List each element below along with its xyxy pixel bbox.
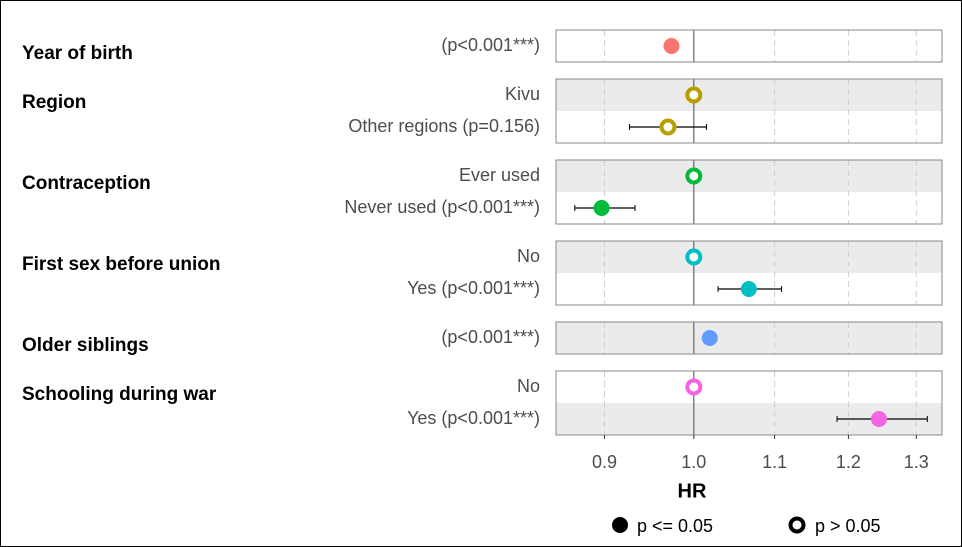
legend-marker-significant [612, 517, 628, 533]
group-label: Older siblings [22, 335, 149, 356]
row-label: (p<0.001***) [441, 35, 540, 55]
group-label: Contraception [22, 173, 151, 194]
row-label: No [517, 376, 540, 396]
point-significant [870, 411, 887, 427]
row-label: Yes (p<0.001***) [407, 278, 540, 298]
row-label: Kivu [505, 84, 540, 104]
group-label: Region [22, 92, 86, 113]
x-tick-label: 1.0 [681, 452, 706, 472]
point-significant [701, 330, 718, 346]
row-label: (p<0.001***) [441, 327, 540, 347]
point-significant [740, 281, 757, 297]
x-tick-label: 1.1 [762, 452, 787, 472]
x-tick-label: 1.3 [904, 452, 929, 472]
point-not-significant [659, 118, 677, 136]
panel-border [555, 240, 943, 306]
panel-border [555, 29, 943, 63]
x-tick-label: 1.2 [836, 452, 861, 472]
panel-border [555, 159, 943, 225]
row-shade [556, 322, 942, 354]
group-label: Year of birth [22, 43, 133, 64]
x-axis-label: HR [678, 480, 707, 502]
group-label: First sex before union [22, 254, 220, 275]
row-label: Yes (p<0.001***) [407, 408, 540, 428]
group-label: Schooling during war [22, 384, 217, 405]
legend-label: p > 0.05 [815, 516, 881, 536]
point-not-significant [685, 248, 703, 266]
point-not-significant [685, 86, 703, 104]
row-label: Never used (p<0.001***) [344, 197, 540, 217]
panel-bg [556, 30, 942, 62]
point-not-significant [685, 378, 703, 396]
x-tick-label: 0.9 [592, 452, 617, 472]
legend-label: p <= 0.05 [637, 516, 713, 536]
row-shade [556, 79, 942, 111]
row-label: No [517, 246, 540, 266]
row-shade [556, 160, 942, 192]
row-shade [556, 241, 942, 273]
row-label: Other regions (p=0.156) [348, 116, 540, 136]
point-significant [663, 38, 680, 54]
point-not-significant [685, 167, 703, 185]
panel-border [555, 78, 943, 144]
panel-border [555, 370, 943, 436]
row-label: Ever used [459, 165, 540, 185]
point-significant [593, 200, 610, 216]
panel-border [555, 321, 943, 355]
legend-marker-not-significant [788, 516, 806, 534]
